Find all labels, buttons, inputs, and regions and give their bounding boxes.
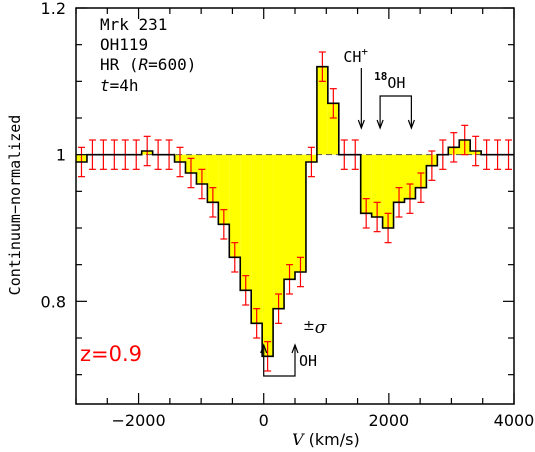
oh18-arrow <box>376 119 384 130</box>
oh-arrow <box>291 343 299 354</box>
fill-bin <box>382 154 394 228</box>
x-tick-label: 2000 <box>368 411 409 430</box>
y-tick-label: 1.2 <box>41 0 66 18</box>
time-var: t <box>100 76 110 95</box>
legend-line: OH119 <box>100 35 148 54</box>
fill-bin <box>251 154 263 324</box>
line-markers: OH CH+ 18OH <box>260 45 415 377</box>
fill-bin <box>273 154 285 309</box>
mode-var: R <box>139 55 149 74</box>
oh18-bracket <box>379 95 412 128</box>
ch-arrow <box>357 119 365 130</box>
y-tick-label: 1 <box>56 146 66 165</box>
fill-bin <box>229 154 241 258</box>
legend-object: Mrk 231 <box>100 15 167 34</box>
redshift-label: z=0.9 <box>80 342 142 366</box>
fill-bin <box>207 154 219 203</box>
plot-frame <box>75 7 515 405</box>
x-tick-label: −2000 <box>112 411 166 430</box>
oh-arrow <box>260 343 268 354</box>
fill-bin <box>295 154 306 272</box>
y-axis-label: Continuum−normalized <box>6 115 24 296</box>
sigma-label: ±σ <box>303 318 327 338</box>
fill-bin <box>371 154 383 217</box>
x-tick-label: 4000 <box>494 411 535 430</box>
oh18-label: 18OH <box>374 70 405 92</box>
mode-prefix: HR ( <box>100 55 139 74</box>
oh-bracket <box>263 345 296 377</box>
fill-bin <box>284 154 295 280</box>
fill-bin <box>404 154 416 199</box>
x-axis-label: V (km/s) <box>292 430 360 449</box>
time-suffix: =4h <box>110 76 139 95</box>
legend-text: Mrk 231 OH119 HR (R=600) t=4h <box>100 15 196 95</box>
spectrum-step-line <box>76 65 514 358</box>
legend-mode: HR (R=600) <box>100 55 196 74</box>
fill-bin <box>218 154 230 225</box>
sigma-symbol: σ <box>315 318 327 338</box>
ch-label: CH+ <box>343 45 368 66</box>
fill-bin <box>360 154 372 214</box>
sigma-pm: ± <box>303 318 315 334</box>
x-axis-var: V <box>292 430 305 449</box>
fill-bin <box>316 66 328 155</box>
fill-bin <box>415 154 427 188</box>
y-tick-label: 0.8 <box>41 292 66 311</box>
x-tick-label: 0 <box>259 411 269 430</box>
fill-bin <box>393 154 405 203</box>
fill-bin <box>262 154 274 357</box>
fill-bin <box>240 154 252 291</box>
mode-suffix: =600) <box>148 55 196 74</box>
oh18-arrow <box>407 119 415 130</box>
x-axis-unit: (km/s) <box>304 430 360 449</box>
fill-bin <box>327 103 339 155</box>
absorption-fill <box>76 66 482 357</box>
oh-label: OH <box>299 352 317 370</box>
legend-time: t=4h <box>100 76 139 95</box>
